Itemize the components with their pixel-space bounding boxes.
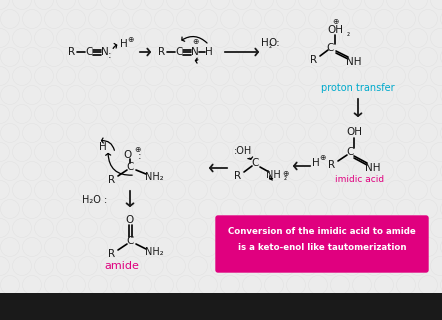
Text: ⊕: ⊕: [127, 35, 133, 44]
Text: proton transfer: proton transfer: [321, 83, 395, 93]
Text: H: H: [312, 158, 320, 168]
Text: ⊕: ⊕: [282, 169, 288, 178]
Text: ⊕: ⊕: [332, 18, 338, 27]
FancyBboxPatch shape: [216, 216, 428, 272]
Text: ₂: ₂: [283, 173, 286, 182]
Text: H: H: [261, 38, 269, 48]
Text: NH: NH: [365, 163, 381, 173]
Text: C: C: [175, 47, 183, 57]
Text: C: C: [326, 43, 334, 53]
Text: NH: NH: [346, 57, 362, 67]
Text: H: H: [205, 47, 213, 57]
Text: R: R: [69, 47, 76, 57]
Text: H: H: [99, 142, 107, 152]
Text: NH₂: NH₂: [145, 172, 163, 182]
Text: H: H: [120, 39, 128, 49]
Text: :: :: [138, 151, 142, 161]
Text: alamy - 2NH4BH6: alamy - 2NH4BH6: [175, 302, 267, 312]
Text: R: R: [108, 249, 115, 259]
Text: C: C: [126, 162, 133, 172]
Text: R: R: [310, 55, 317, 65]
Text: R: R: [234, 171, 242, 181]
Text: C: C: [251, 158, 259, 168]
Bar: [0, 293, 442, 320]
Text: imidic acid: imidic acid: [335, 175, 385, 185]
Text: C: C: [85, 47, 93, 57]
Text: is a keto-enol like tautomerization: is a keto-enol like tautomerization: [238, 244, 406, 252]
Text: O: O: [126, 215, 134, 225]
Text: ⊕: ⊕: [134, 146, 140, 155]
Text: C: C: [347, 147, 354, 157]
Text: H₂O :: H₂O :: [82, 195, 107, 205]
Text: R: R: [158, 47, 166, 57]
Text: OH: OH: [346, 127, 362, 137]
Text: OH: OH: [327, 25, 343, 35]
Text: NH: NH: [266, 170, 280, 180]
Text: Conversion of the imidic acid to amide: Conversion of the imidic acid to amide: [228, 228, 416, 236]
Text: R: R: [328, 160, 335, 170]
Text: NH₂: NH₂: [145, 247, 163, 257]
Text: amide: amide: [105, 261, 139, 271]
Text: N: N: [191, 47, 199, 57]
Text: ⊕: ⊕: [319, 154, 325, 163]
Text: :: :: [108, 50, 112, 60]
Text: N: N: [101, 47, 109, 57]
Text: ₂: ₂: [268, 42, 271, 51]
Text: ⊕: ⊕: [192, 37, 198, 46]
Text: O: O: [124, 150, 132, 160]
Text: ₂: ₂: [347, 28, 350, 37]
Text: O:: O:: [268, 38, 280, 48]
Text: R: R: [108, 175, 115, 185]
Text: C: C: [126, 236, 133, 246]
Text: :OH: :OH: [234, 146, 252, 156]
